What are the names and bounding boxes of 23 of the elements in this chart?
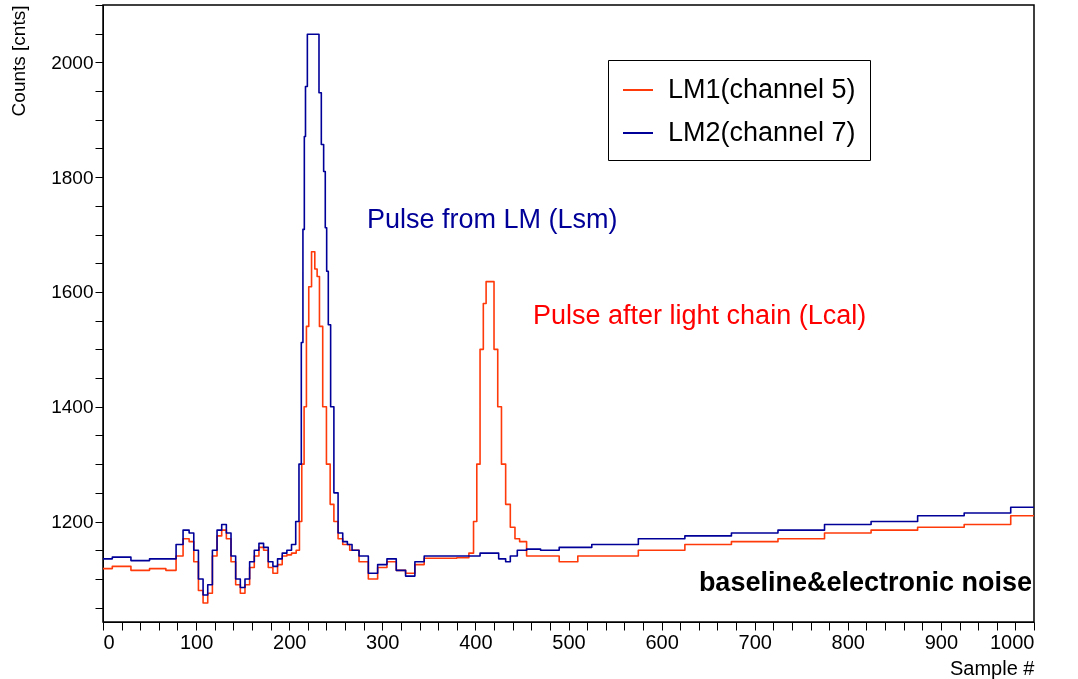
x-tick-label: 800	[831, 630, 865, 653]
x-tick-label: 300	[366, 630, 400, 653]
y-tick-label: 1200	[51, 511, 94, 533]
annotation: Pulse from LM (Lsm)	[367, 204, 618, 234]
annotation: baseline&electronic noise	[698, 567, 1032, 597]
legend-label: LM1(channel 5)	[668, 74, 856, 104]
x-tick-label: 0	[103, 630, 115, 653]
x-tick-label: 700	[738, 630, 772, 653]
y-tick-label: 2000	[51, 51, 94, 73]
y-tick-label: 1800	[51, 166, 94, 188]
annotation: Pulse after light chain (Lcal)	[533, 300, 867, 330]
x-tick-label: 600	[645, 630, 679, 653]
x-tick-label: 100	[179, 630, 214, 653]
x-tick-label: 900	[924, 630, 959, 653]
x-axis-title: Sample #	[950, 656, 1036, 679]
legend-label: LM2(channel 7)	[668, 117, 856, 147]
x-tick-label: 200	[273, 630, 307, 653]
x-tick-label: 400	[459, 630, 493, 653]
y-tick-label: 1600	[51, 281, 94, 303]
y-tick-label: 1400	[51, 396, 94, 418]
y-axis-title: Counts [cnts]	[8, 5, 30, 117]
x-tick-label: 1000	[990, 630, 1035, 653]
x-tick-label: 500	[552, 630, 586, 653]
